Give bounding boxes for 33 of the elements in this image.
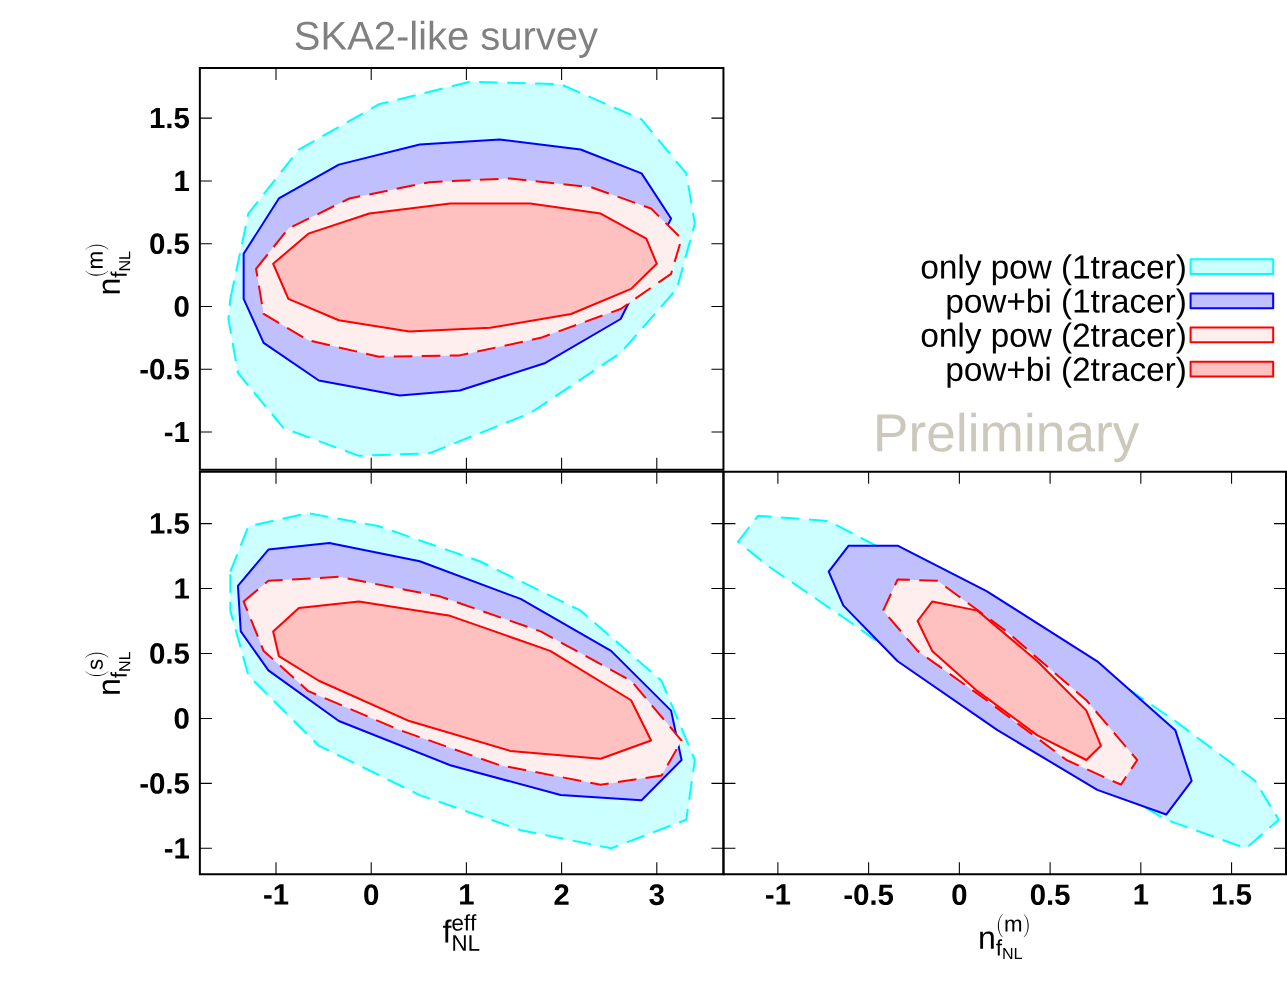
y-axis-title: $\mathrm{n}_{\mathrm{f}_{\mathrm{NL}}}^{\mathrm{(s)}}$ xyxy=(85,651,131,694)
y-tick-label: 0 xyxy=(174,707,189,729)
text: Preliminary xyxy=(877,412,1140,463)
x-tick-label: -1 xyxy=(766,884,791,905)
x-axis-title: $\mathrm{f}_{\mathrm{NL}}^{\mathrm{eff}}$ xyxy=(443,914,480,951)
y-tick-label: -1 xyxy=(164,838,189,859)
x-tick-label: 2 xyxy=(554,884,569,905)
x-tick-label: 0.5 xyxy=(1030,884,1070,905)
y-tick-label: -0.5 xyxy=(140,772,189,794)
y-tick-label: 1.5 xyxy=(150,513,189,534)
y-tick-label: 0 xyxy=(174,295,189,317)
y-tick-label: 1 xyxy=(175,578,189,599)
x-tick-label: 1 xyxy=(1134,884,1149,905)
x-tick-label: -0.5 xyxy=(844,884,894,905)
x-tick-label: 3 xyxy=(649,884,664,906)
x-tick-label: 1 xyxy=(460,884,474,905)
y-tick-label: -0.5 xyxy=(140,358,189,380)
y-tick-label: 0.5 xyxy=(150,642,189,664)
y-tick-label: 1 xyxy=(175,170,189,191)
y-tick-label: 1.5 xyxy=(150,107,189,129)
x-tick-label: 1.5 xyxy=(1213,884,1252,905)
x-axis-title: $\mathrm{n}_{\mathrm{f}_{\mathrm{NL}}}^{\mathrm{(m)}}$ xyxy=(980,914,1029,959)
chart-title: SKA2-like survey xyxy=(295,20,598,58)
y-axis-title: $\mathrm{n}_{\mathrm{f}_{\mathrm{NL}}}^{\mathrm{(m)}}$ xyxy=(85,244,131,294)
legend-label: only pow (1tracer) xyxy=(921,254,1185,286)
y-tick-label: 0.5 xyxy=(150,233,189,254)
legend-label: only pow (2tracer) xyxy=(921,322,1185,354)
legend-label: pow+bi (2tracer) xyxy=(947,356,1185,388)
x-tick-label: 0 xyxy=(364,884,379,905)
y-tick-label: -1 xyxy=(164,421,189,442)
x-tick-label: 0 xyxy=(952,884,967,905)
x-tick-label: -1 xyxy=(264,884,289,905)
legend-label: pow+bi (1tracer) xyxy=(947,288,1185,320)
